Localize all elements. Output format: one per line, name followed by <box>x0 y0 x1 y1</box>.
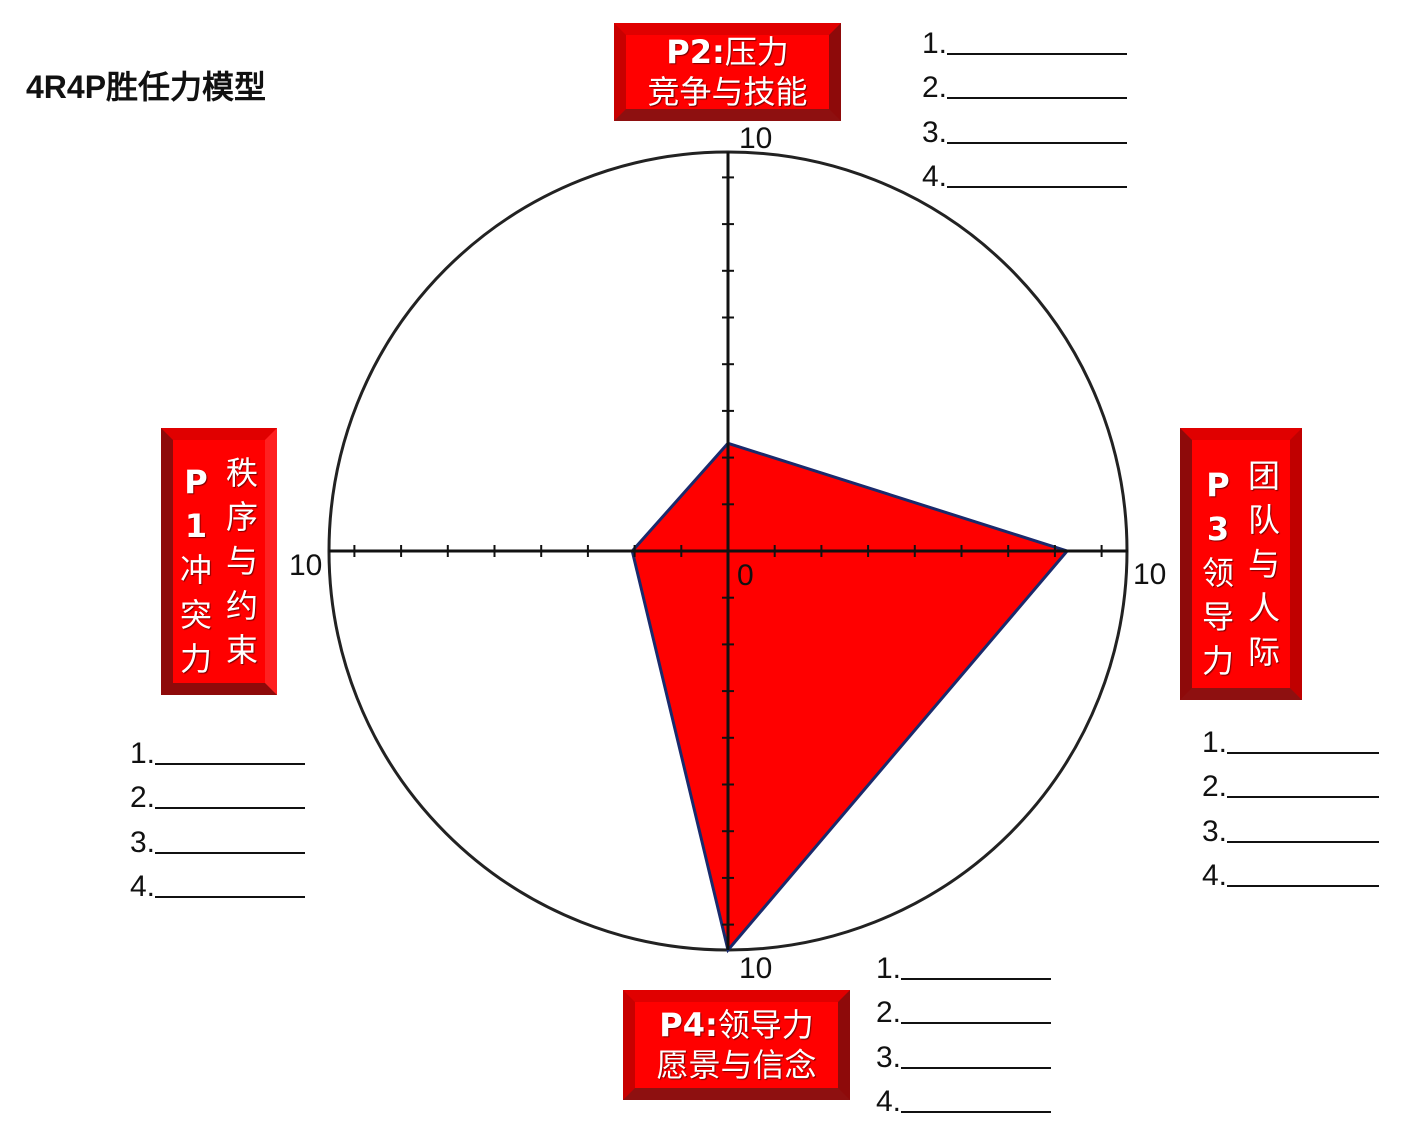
p3-subtitle: 团队与人际 <box>1247 456 1280 672</box>
blank-item: 2. <box>876 986 1052 1031</box>
blank-number: 3. <box>922 115 948 149</box>
p1-code: P1 <box>184 463 208 546</box>
blank-item: 3. <box>1202 804 1380 849</box>
blank-line[interactable] <box>901 977 1052 980</box>
blank-line[interactable] <box>155 807 306 809</box>
p3-name: 领导力 <box>1201 553 1234 681</box>
blank-number: 1. <box>130 736 156 770</box>
blank-item: 2. <box>1202 760 1380 805</box>
blank-item: 3. <box>130 815 306 860</box>
p3-left-column: P3 领导力 <box>1198 440 1238 688</box>
blank-line[interactable] <box>155 896 306 898</box>
blank-line[interactable] <box>1227 885 1380 887</box>
blank-item: 4. <box>1202 849 1380 894</box>
blank-line[interactable] <box>947 186 1128 188</box>
blank-number: 2. <box>130 781 156 814</box>
p4-box: P4:领导力 愿景与信念 <box>623 990 850 1100</box>
blank-line[interactable] <box>155 762 306 765</box>
axis-label-right: 10 <box>1133 558 1167 591</box>
blank-line[interactable] <box>947 52 1128 55</box>
axis-label-bottom: 10 <box>739 952 773 985</box>
blank-line[interactable] <box>947 97 1128 99</box>
p4-blanks: 1. 2. 3. 4. <box>876 941 1052 1120</box>
blank-item: 2. <box>130 771 306 816</box>
p2-subtitle: 竞争与技能 <box>647 73 808 111</box>
blank-line[interactable] <box>1227 796 1380 798</box>
p3-code: P3 <box>1206 465 1230 548</box>
blank-item: 3. <box>922 105 1128 150</box>
blank-number: 4. <box>922 160 948 193</box>
blank-item: 3. <box>876 1030 1052 1075</box>
axis-label-origin: 0 <box>737 559 754 592</box>
p2-box: P2:压力 竞争与技能 <box>614 23 841 121</box>
blank-number: 4. <box>876 1085 902 1118</box>
p2-blanks: 1. 2. 3. 4. <box>922 16 1128 195</box>
p1-name: 冲突力 <box>179 551 212 678</box>
p1-subtitle: 秩序与约束 <box>225 454 258 669</box>
p2-heading: P2:压力 <box>666 32 789 72</box>
blank-item: 2. <box>922 61 1128 106</box>
score-polygon <box>630 441 1070 954</box>
blank-line[interactable] <box>1227 840 1380 843</box>
blank-number: 2. <box>922 71 948 104</box>
p3-right-column: 团队与人际 <box>1244 440 1284 688</box>
blank-number: 4. <box>130 870 156 903</box>
blank-item: 4. <box>876 1075 1052 1120</box>
blank-item: 4. <box>130 860 306 905</box>
blank-number: 3. <box>1202 814 1228 848</box>
blank-number: 1. <box>1202 725 1228 759</box>
axis-label-left: 10 <box>289 549 323 582</box>
p1-left-column: P1 冲突力 <box>176 440 216 683</box>
blank-number: 1. <box>876 951 902 985</box>
blank-number: 1. <box>922 26 948 60</box>
blank-line[interactable] <box>901 1066 1052 1069</box>
blank-item: 1. <box>922 16 1128 61</box>
blank-line[interactable] <box>901 1022 1052 1024</box>
p3-blanks: 1. 2. 3. 4. <box>1202 715 1380 894</box>
axis-ticks <box>353 176 1103 926</box>
p2-name: 压力 <box>724 33 789 71</box>
blank-number: 4. <box>1202 859 1228 892</box>
p4-name: 领导力 <box>717 1006 814 1044</box>
p1-blanks: 1. 2. 3. 4. <box>130 726 306 905</box>
blank-item: 1. <box>876 941 1052 986</box>
blank-number: 2. <box>876 996 902 1029</box>
blank-item: 1. <box>130 726 306 771</box>
blank-line[interactable] <box>155 851 306 854</box>
blank-number: 3. <box>130 825 156 859</box>
blank-number: 3. <box>876 1040 902 1074</box>
axis-label-top: 10 <box>739 122 773 155</box>
blank-item: 1. <box>1202 715 1380 760</box>
p1-box: P1 冲突力 秩序与约束 <box>161 428 277 695</box>
blank-line[interactable] <box>901 1111 1052 1113</box>
p4-code: P4: <box>659 1006 718 1044</box>
p2-code: P2: <box>666 33 725 71</box>
p4-subtitle: 愿景与信念 <box>656 1046 817 1084</box>
blank-item: 4. <box>922 150 1128 195</box>
blank-line[interactable] <box>947 141 1128 144</box>
blank-line[interactable] <box>1227 751 1380 754</box>
page-title: 4R4P胜任力模型 <box>26 69 267 105</box>
p1-right-column: 秩序与约束 <box>222 440 262 683</box>
p4-heading: P4:领导力 <box>659 1005 814 1045</box>
blank-number: 2. <box>1202 770 1228 803</box>
p3-box: P3 领导力 团队与人际 <box>1180 428 1302 700</box>
